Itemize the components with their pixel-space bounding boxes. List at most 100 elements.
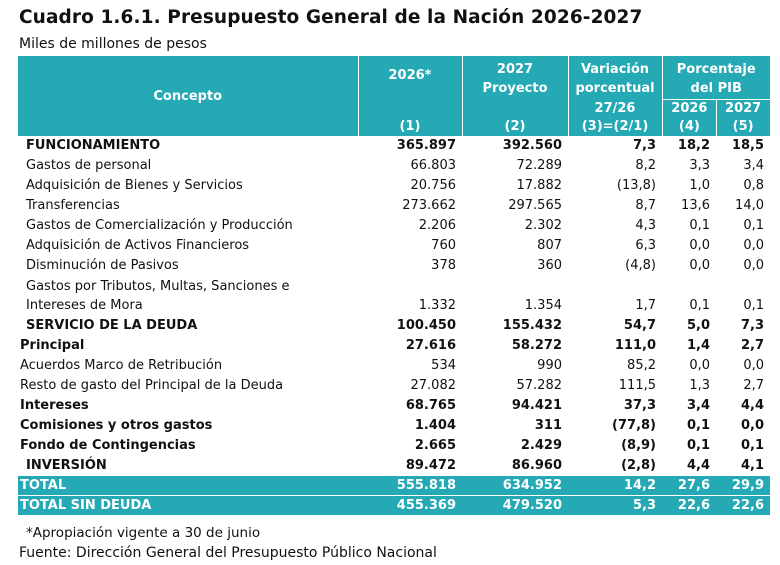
table-row-inversion: INVERSIÓN 89.472 86.960 (2,8) 4,4 4,1 (18, 456, 770, 476)
header-variacion-label: Variación (580, 62, 650, 77)
cell-2027: 392.560 (502, 138, 562, 153)
header-index-3: (3)=(2/1) (581, 119, 649, 134)
header-index-1: (1) (399, 119, 421, 134)
cell-variacion: 8,2 (635, 158, 656, 173)
cell-pib-2026: 0,0 (689, 358, 710, 373)
cell-2027: 807 (537, 238, 562, 253)
cell-variacion: 37,3 (623, 398, 656, 413)
cell-variacion: 1,7 (635, 298, 656, 313)
cell-pib-2027: 29,9 (716, 476, 770, 496)
cell-2026: 555.818 (358, 476, 462, 496)
cell-pib-2026: 0,1 (689, 298, 710, 313)
cell-2026: 89.472 (405, 458, 456, 473)
row-label: Comisiones y otros gastos (20, 418, 213, 433)
cell-2026: 534 (431, 358, 456, 373)
table-row-servicio-deuda: SERVICIO DE LA DEUDA 100.450 155.432 54,… (18, 316, 770, 336)
cell-pib-2026: 27,6 (662, 476, 716, 496)
table-row: Adquisición de Bienes y Servicios 20.756… (18, 176, 770, 196)
cell-pib-2026: 18,2 (677, 138, 710, 153)
table-row-fondo-contingencias: Fondo de Contingencias 2.665 2.429 (8,9)… (18, 436, 770, 456)
cell-pib-2026: 0,0 (689, 238, 710, 253)
table-row: Gastos por Tributos, Multas, Sanciones e… (18, 276, 770, 316)
cell-pib-2026: 22,6 (662, 495, 716, 515)
cell-variacion: 6,3 (635, 238, 656, 253)
cell-2027: 57.282 (516, 378, 563, 393)
cell-variacion: (2,8) (621, 458, 656, 473)
header-porcentaje-label: Porcentaje (676, 62, 756, 77)
cell-variacion: (4,8) (625, 258, 656, 273)
header-2026: 2026* (1) (357, 56, 462, 136)
cell-variacion: (13,8) (616, 178, 656, 193)
cell-pib-2026: 0,1 (686, 418, 710, 433)
cell-pib-2027: 0,0 (740, 418, 764, 433)
row-label: Adquisición de Bienes y Servicios (26, 178, 243, 193)
cell-2027: 17.882 (516, 178, 563, 193)
cell-pib-2027: 0,1 (743, 218, 764, 233)
cell-pib-2026: 1,0 (689, 178, 710, 193)
cell-pib-2026: 5,0 (686, 318, 710, 333)
row-label: Adquisición de Activos Financieros (26, 238, 250, 253)
row-label: Fondo de Contingencias (20, 438, 196, 453)
cell-2026: 760 (431, 238, 456, 253)
cell-2026: 273.662 (402, 198, 456, 213)
row-label: INVERSIÓN (26, 458, 107, 473)
header-concepto: Concepto (18, 56, 358, 136)
cell-pib-2026: 0,1 (689, 218, 710, 233)
row-label: TOTAL (18, 476, 358, 496)
cell-pib-2026: 3,4 (686, 398, 710, 413)
row-label: Principal (20, 338, 85, 353)
row-label: Gastos de Comercialización y Producción (26, 218, 293, 233)
header-2027-label: 2027 (496, 62, 534, 77)
cell-pib-2027: 0,0 (743, 358, 764, 373)
table-row-funcionamiento: FUNCIONAMIENTO 365.897 392.560 7,3 18,2 … (18, 136, 770, 156)
table-title: Cuadro 1.6.1. Presupuesto General de la … (19, 7, 643, 28)
cell-variacion: 8,7 (635, 198, 656, 213)
cell-pib-2026: 0,1 (686, 438, 710, 453)
cell-2026: 27.616 (405, 338, 456, 353)
header-2026-label: 2026* (388, 68, 432, 83)
cell-2026: 1.332 (418, 298, 456, 313)
cell-2026: 27.082 (410, 378, 457, 393)
cell-2026: 365.897 (396, 138, 456, 153)
table-row: Adquisición de Activos Financieros 760 8… (18, 236, 770, 256)
cell-variacion: 7,3 (632, 138, 656, 153)
row-label: FUNCIONAMIENTO (26, 138, 161, 153)
table-row: Disminución de Pasivos 378 360 (4,8) 0,0… (18, 256, 770, 276)
cell-pib-2026: 13,6 (681, 198, 710, 213)
cell-variacion: 54,7 (623, 318, 656, 333)
cell-pib-2027: 0,0 (743, 258, 764, 273)
budget-table: Concepto 2026* (1) 2027 Proyecto (2) Vari… (18, 56, 770, 515)
header-index-2: (2) (504, 119, 526, 134)
table-row-comisiones: Comisiones y otros gastos 1.404 311 (77,… (18, 416, 770, 436)
cell-2026: 66.803 (410, 158, 457, 173)
cell-2027: 297.565 (508, 198, 562, 213)
table-row: Resto de gasto del Principal de la Deuda… (18, 376, 770, 396)
row-label: Disminución de Pasivos (26, 258, 179, 273)
source-note: Fuente: Dirección General del Presupuest… (19, 545, 437, 561)
cell-2026: 1.404 (414, 418, 456, 433)
cell-2027: 360 (537, 258, 562, 273)
cell-variacion: 14,2 (568, 476, 662, 496)
header-del-pib-label: del PIB (690, 81, 742, 96)
header-2027-proyecto: 2027 Proyecto (2) (461, 56, 568, 136)
cell-pib-2026: 1,4 (686, 338, 710, 353)
row-label: Gastos de personal (26, 158, 152, 173)
cell-pib-2027: 0,0 (743, 238, 764, 253)
cell-2026: 2.665 (414, 438, 456, 453)
cell-variacion: 4,3 (635, 218, 656, 233)
cell-2027: 2.429 (520, 438, 562, 453)
header-pib-2026: 2026 (671, 101, 708, 116)
cell-variacion: (8,9) (621, 438, 656, 453)
cell-pib-2026: 4,4 (686, 458, 710, 473)
row-label: Transferencias (26, 198, 120, 213)
table-row-intereses: Intereses 68.765 94.421 37,3 3,4 4,4 (18, 396, 770, 416)
row-label: SERVICIO DE LA DEUDA (26, 318, 198, 333)
cell-2027: 72.289 (516, 158, 563, 173)
cell-pib-2027: 22,6 (716, 495, 770, 515)
cell-variacion: 5,3 (568, 495, 662, 515)
table-row-principal: Principal 27.616 58.272 111,0 1,4 2,7 (18, 336, 770, 356)
row-label: Resto de gasto del Principal de la Deuda (20, 378, 284, 393)
header-index-5: (5) (732, 119, 754, 134)
header-pib-2027: 2027 (725, 101, 762, 116)
cell-2027: 58.272 (511, 338, 562, 353)
